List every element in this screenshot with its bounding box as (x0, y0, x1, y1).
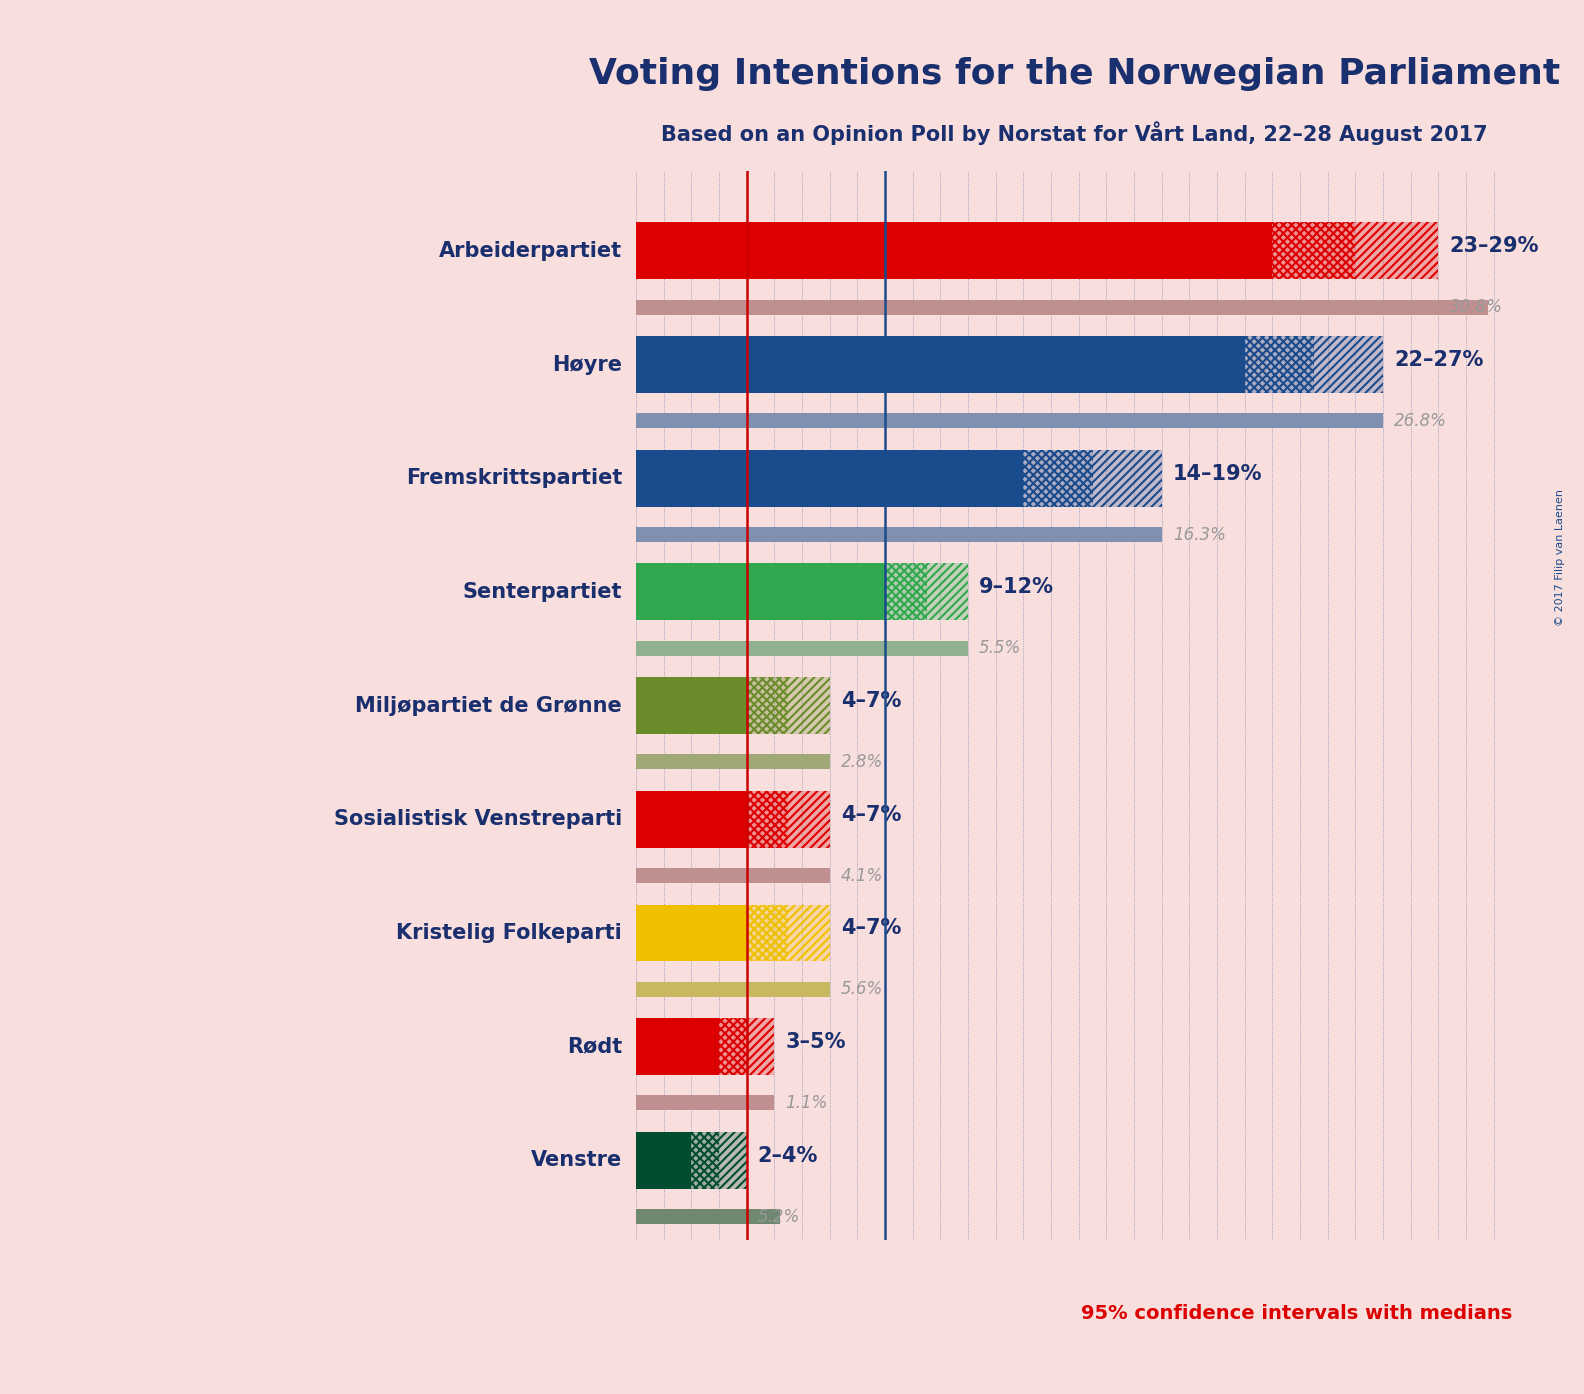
Text: 95% confidence intervals with medians: 95% confidence intervals with medians (1082, 1303, 1513, 1323)
Bar (635, 641, 968, 655)
Text: Senterpartiet: Senterpartiet (463, 581, 623, 602)
Bar (789, 790, 830, 848)
Text: 4–7%: 4–7% (841, 804, 901, 825)
Bar (635, 1209, 779, 1224)
Text: 14–19%: 14–19% (1172, 464, 1262, 484)
Bar (1023, 450, 1093, 506)
Bar (1245, 336, 1315, 393)
Bar (885, 563, 927, 620)
Bar (746, 1018, 775, 1075)
Text: 4–7%: 4–7% (841, 919, 901, 938)
Text: 22–27%: 22–27% (1394, 350, 1484, 369)
Bar (635, 336, 1245, 393)
Bar (719, 1018, 746, 1075)
Bar (1093, 450, 1161, 506)
Bar (789, 905, 830, 962)
Bar (635, 754, 830, 769)
Bar (635, 450, 1023, 506)
Text: © 2017 Filip van Laenen: © 2017 Filip van Laenen (1555, 489, 1565, 626)
Text: 23–29%: 23–29% (1449, 237, 1540, 256)
Text: 5.5%: 5.5% (979, 640, 1022, 657)
Bar (635, 1096, 775, 1110)
Bar (635, 905, 746, 962)
Bar (691, 1132, 719, 1189)
Bar (789, 677, 830, 735)
Text: 1.1%: 1.1% (786, 1094, 827, 1112)
Bar (746, 677, 789, 735)
Bar (635, 527, 1161, 542)
Bar (635, 300, 1489, 315)
Text: 26.8%: 26.8% (1394, 411, 1448, 429)
Text: Sosialistisk Venstreparti: Sosialistisk Venstreparti (334, 810, 623, 829)
Bar (635, 1018, 719, 1075)
Bar (1315, 336, 1383, 393)
Bar (691, 1132, 719, 1189)
Bar (746, 790, 789, 848)
Bar (635, 563, 885, 620)
Bar (635, 414, 1383, 428)
Text: Høyre: Høyre (553, 354, 623, 375)
Bar (1245, 336, 1315, 393)
Bar (927, 563, 968, 620)
Bar (789, 677, 830, 735)
Text: Miljøpartiet de Grønne: Miljøpartiet de Grønne (355, 696, 623, 715)
Text: 5.2%: 5.2% (757, 1207, 800, 1225)
Text: Based on an Opinion Poll by Norstat for Vårt Land, 22–28 August 2017: Based on an Opinion Poll by Norstat for … (661, 121, 1487, 145)
Bar (719, 1132, 746, 1189)
Text: 5.6%: 5.6% (841, 980, 882, 998)
Bar (746, 905, 789, 962)
Text: 30.8%: 30.8% (1449, 298, 1502, 316)
Bar (789, 905, 830, 962)
Bar (746, 1018, 775, 1075)
Bar (1356, 223, 1438, 279)
Text: Venstre: Venstre (531, 1150, 623, 1171)
Text: 2.8%: 2.8% (841, 753, 882, 771)
Text: 3–5%: 3–5% (786, 1032, 846, 1052)
Text: Fremskrittspartiet: Fremskrittspartiet (406, 468, 623, 488)
Bar (635, 981, 830, 997)
Bar (635, 1132, 691, 1189)
Text: 2–4%: 2–4% (757, 1146, 817, 1165)
Bar (635, 790, 746, 848)
Bar (927, 563, 968, 620)
Bar (746, 790, 789, 848)
Text: 4.1%: 4.1% (841, 867, 882, 885)
Text: Rødt: Rødt (567, 1037, 623, 1057)
Text: 16.3%: 16.3% (1172, 526, 1226, 544)
Bar (719, 1018, 746, 1075)
Bar (789, 790, 830, 848)
Bar (635, 868, 830, 882)
Bar (1272, 223, 1356, 279)
Bar (635, 677, 746, 735)
Bar (1093, 450, 1161, 506)
Bar (1356, 223, 1438, 279)
Bar (746, 677, 789, 735)
Bar (719, 1132, 746, 1189)
Text: Voting Intentions for the Norwegian Parliament: Voting Intentions for the Norwegian Parl… (589, 57, 1560, 91)
Text: Arbeiderpartiet: Arbeiderpartiet (439, 241, 623, 261)
Bar (885, 563, 927, 620)
Bar (1272, 223, 1356, 279)
Text: 9–12%: 9–12% (979, 577, 1053, 598)
Bar (1315, 336, 1383, 393)
Bar (635, 223, 1272, 279)
Text: Kristelig Folkeparti: Kristelig Folkeparti (396, 923, 623, 942)
Bar (746, 905, 789, 962)
Text: 4–7%: 4–7% (841, 691, 901, 711)
Bar (1023, 450, 1093, 506)
